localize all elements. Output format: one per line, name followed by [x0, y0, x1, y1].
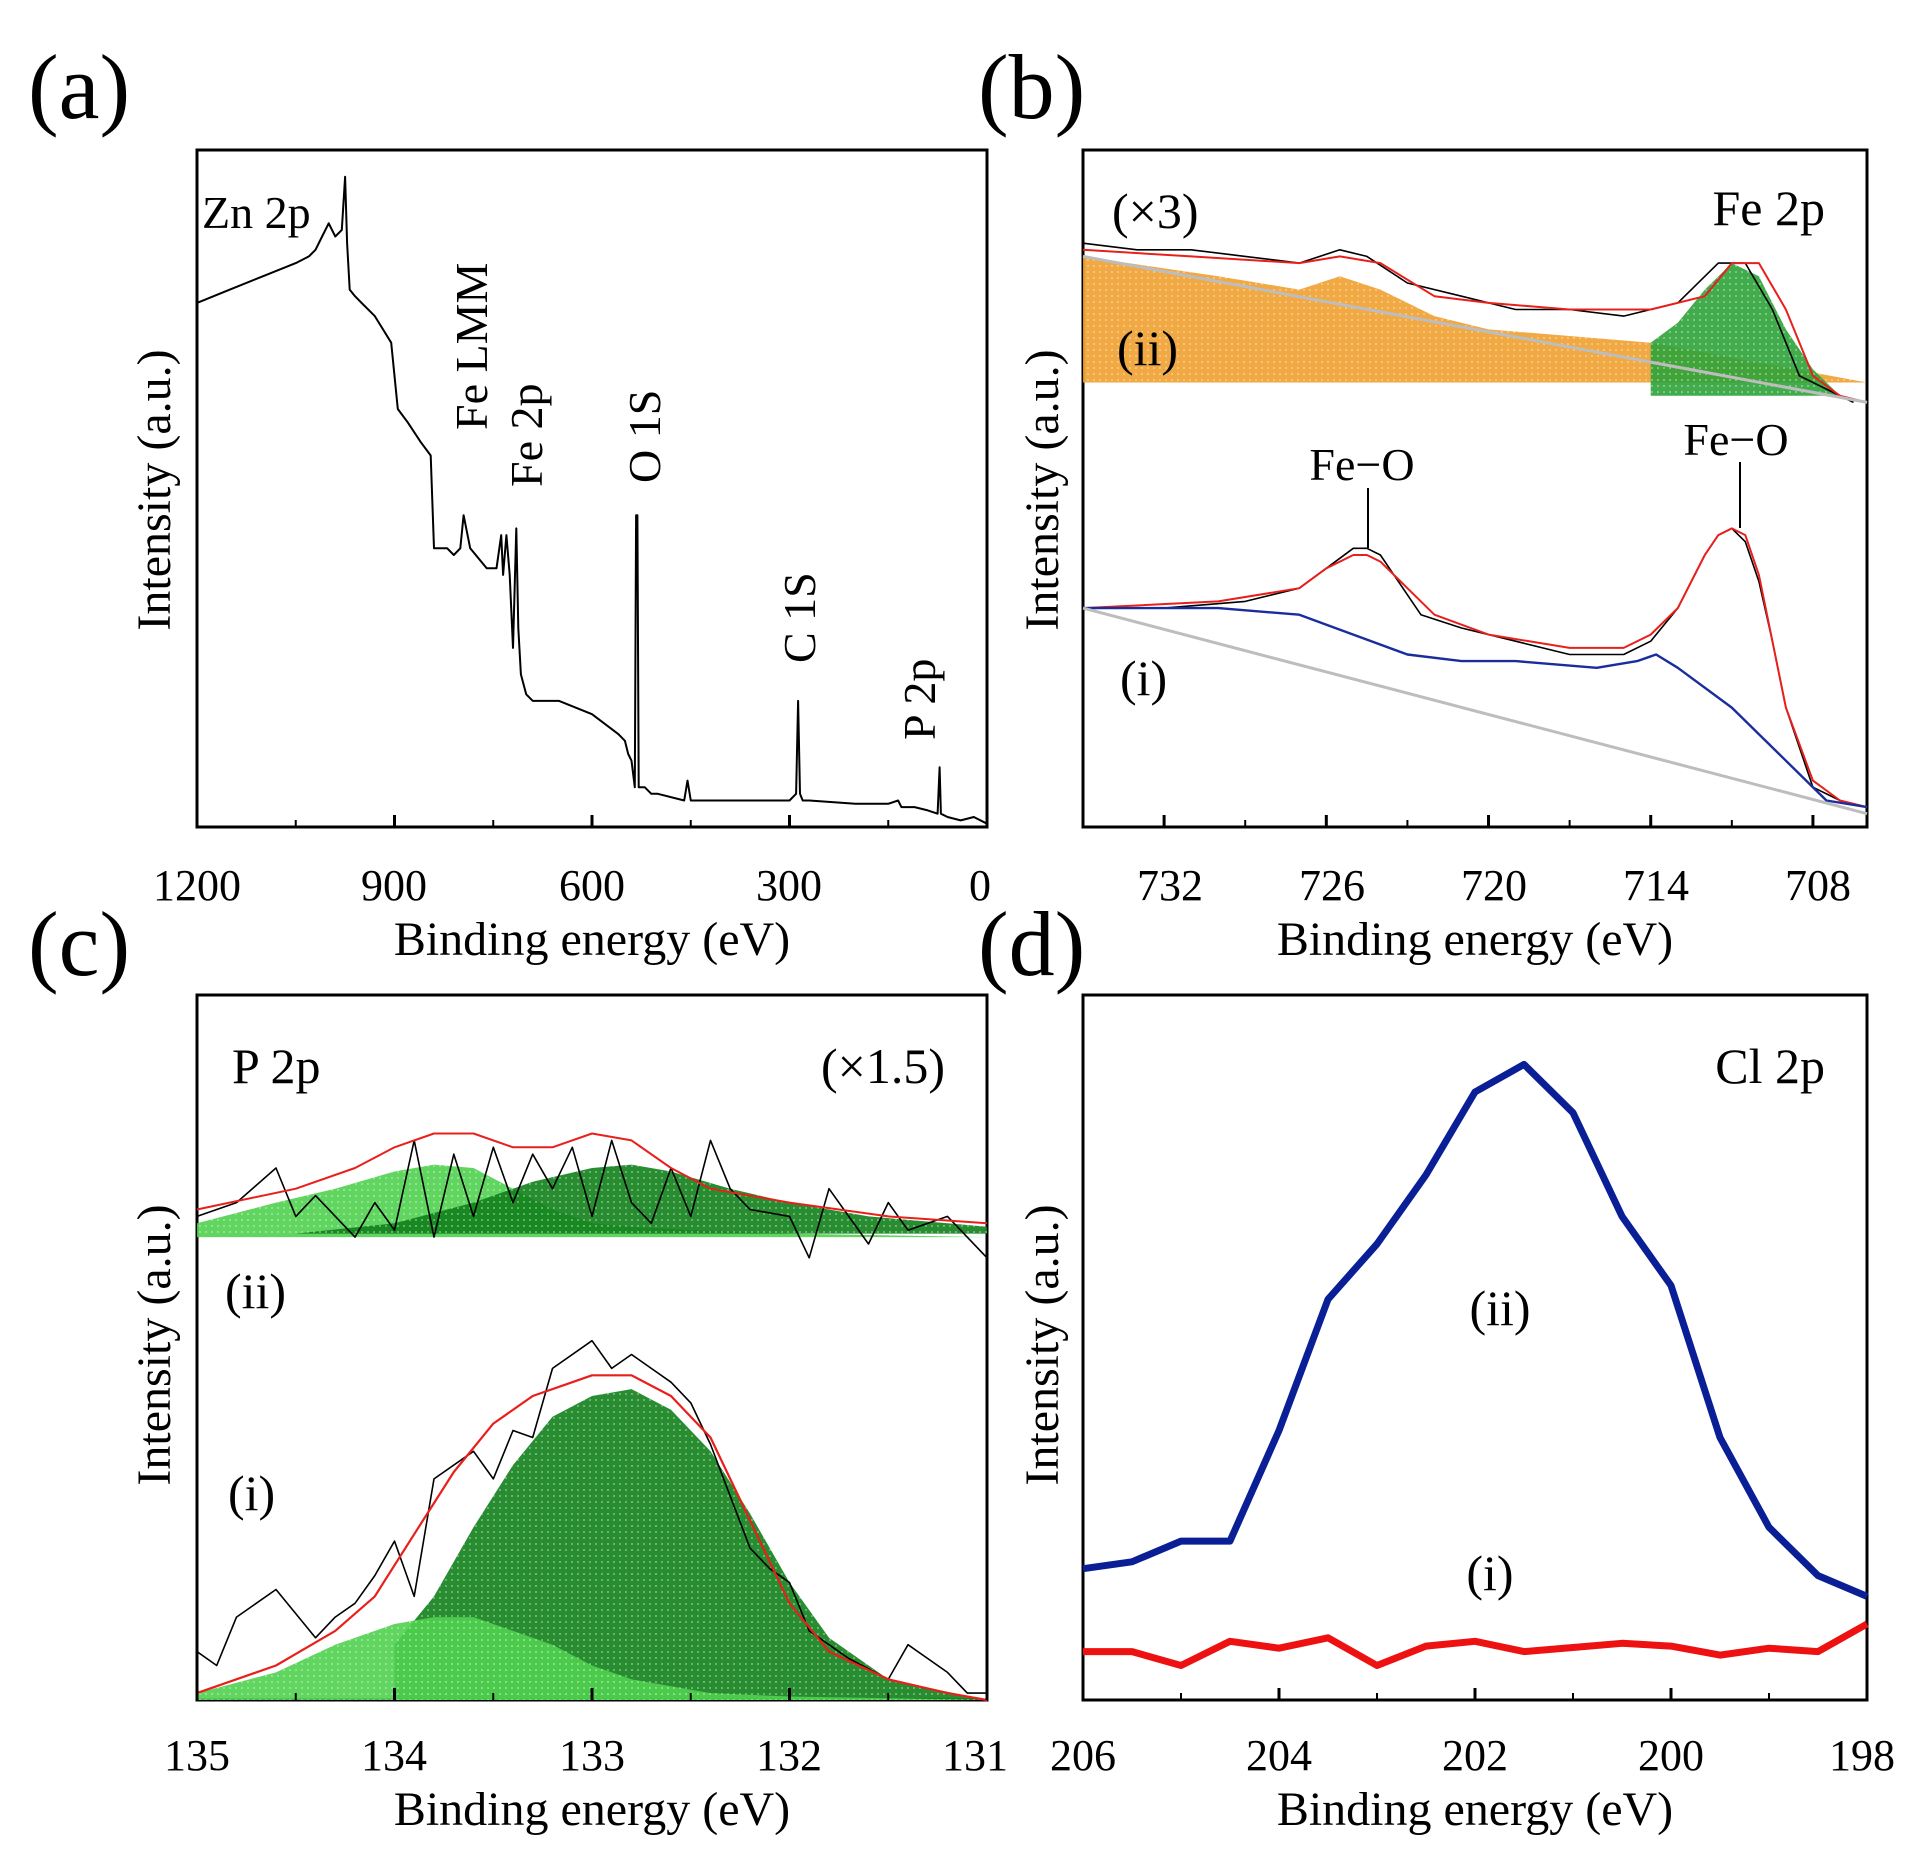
panel-c-x-ticks	[195, 1688, 989, 1700]
panel-a-label-fe2p: Fe 2p	[501, 384, 552, 488]
panel-c-xlabel: Binding energy (eV)	[394, 1783, 790, 1836]
panel-c-xtick-135: 135	[164, 1731, 230, 1780]
panel-c-label-x15: (×1.5)	[821, 1038, 945, 1094]
panel-a-plot-area	[196, 175, 988, 825]
panel-a-xtick-600: 600	[559, 861, 625, 910]
panel-d-xtick-202: 202	[1442, 1731, 1508, 1780]
panel-a-label: (a)	[28, 36, 130, 138]
panel-a-ylabel: Intensity (a.u.)	[128, 349, 181, 630]
panel-b-xtick-726: 726	[1299, 861, 1365, 910]
panel-d-xtick-204: 204	[1246, 1731, 1312, 1780]
panel-b-ylabel: Intensity (a.u.)	[1016, 349, 1069, 630]
panel-b: (b) 732 726 720 714 708 Binding energy (…	[978, 36, 1869, 966]
panel-b-label-feo-right: Fe−O	[1683, 414, 1788, 465]
panel-a-frame	[195, 148, 989, 829]
series-line-2-4	[196, 1339, 987, 1694]
panel-c-xtick-133: 133	[559, 1731, 625, 1780]
panel-b-xtick-720: 720	[1461, 861, 1527, 910]
series-line-2-1	[196, 1132, 988, 1225]
series-line-1-0	[1082, 242, 1854, 404]
series-area-texture-2-3	[295, 1164, 987, 1234]
panel-c-label: (c)	[28, 893, 130, 995]
panel-d-plot-area	[1082, 1060, 1869, 1669]
panel-b-plot-area	[1082, 242, 1868, 816]
panel-c-xtick-134: 134	[361, 1731, 427, 1780]
panel-a-xlabel: Binding energy (eV)	[394, 913, 790, 966]
series-area-texture-2-2	[197, 1164, 987, 1238]
series-area-texture-2-7	[197, 1617, 987, 1700]
panel-a-label-zn2p: Zn 2p	[202, 187, 311, 238]
series-line-1-5	[1083, 527, 1868, 808]
series-area-texture-1-3	[1650, 263, 1840, 396]
panel-c-plot-area	[196, 1132, 988, 1702]
panel-d-label-ii: (ii)	[1469, 1280, 1530, 1336]
panel-d-label-cl2p: Cl 2p	[1715, 1038, 1825, 1094]
panel-b-xlabel: Binding energy (eV)	[1277, 913, 1673, 966]
panel-b-label: (b)	[978, 36, 1085, 138]
panel-a-label-o1s: O 1S	[619, 390, 670, 483]
panel-d-xtick-206: 206	[1050, 1731, 1116, 1780]
series-line-1-7	[1083, 606, 1868, 809]
series-line-3-1	[1083, 1620, 1869, 1669]
panel-d-ylabel: Intensity (a.u.)	[1016, 1204, 1069, 1485]
panel-c-label-p2p: P 2p	[232, 1038, 320, 1094]
panel-b-label-ii: (ii)	[1117, 320, 1178, 376]
series-line-2-5	[196, 1374, 988, 1702]
panel-b-label-fe2p: Fe 2p	[1713, 180, 1826, 236]
panel-b-label-i: (i)	[1120, 650, 1167, 706]
panel-a-xtick-900: 900	[361, 861, 427, 910]
panel-a-xtick-1200: 1200	[153, 861, 241, 910]
panel-c-xtick-132: 132	[756, 1731, 822, 1780]
panel-a-xtick-0: 0	[969, 861, 991, 910]
panel-a-label-felmm: Fe LMM	[446, 263, 497, 430]
series-line-1-6	[1082, 527, 1868, 809]
series-line-1-8	[1082, 606, 1868, 816]
panel-b-label-x3: (×3)	[1112, 183, 1199, 239]
panel-b-x-ticks	[1162, 815, 1815, 827]
panel-c: (c) 135 134 133 132 131 Binding energy (…	[28, 893, 1008, 1836]
panel-a-xtick-300: 300	[756, 861, 822, 910]
series-area-texture-2-6	[394, 1389, 987, 1700]
series-line-0-0	[196, 175, 988, 825]
panel-b-xtick-708: 708	[1785, 861, 1851, 910]
panel-d-xlabel: Binding energy (eV)	[1277, 1783, 1673, 1836]
panel-d-label: (d)	[978, 893, 1085, 995]
panel-d-xtick-198: 198	[1829, 1731, 1895, 1780]
panel-b-xtick-732: 732	[1137, 861, 1203, 910]
series-line-3-0	[1082, 1060, 1869, 1600]
panel-c-label-i: (i)	[228, 1465, 275, 1521]
series-line-1-4	[1082, 254, 1868, 404]
panel-d-label-i: (i)	[1466, 1545, 1513, 1601]
panel-d: (d) 206 204 202 200 198 Binding energy (…	[978, 893, 1895, 1836]
panel-c-xtick-131: 131	[942, 1731, 1008, 1780]
panel-b-xtick-714: 714	[1623, 861, 1689, 910]
panel-c-ylabel: Intensity (a.u.)	[128, 1204, 181, 1485]
panel-a-label-p2p: P 2p	[894, 659, 945, 740]
panel-b-label-feo-left: Fe−O	[1309, 439, 1414, 490]
series-line-2-0	[196, 1139, 988, 1259]
panel-a-label-c1s: C 1S	[774, 572, 825, 663]
panel-d-xtick-200: 200	[1638, 1731, 1704, 1780]
panel-b-frame	[1081, 148, 1869, 829]
panel-a: (a) 1200 900 600 300 0 Binding energy (e…	[28, 36, 991, 966]
series-line-1-1	[1082, 248, 1868, 404]
panel-c-label-ii: (ii)	[225, 1263, 286, 1319]
panel-d-x-ticks	[1081, 1688, 1869, 1700]
panel-a-x-ticks	[195, 815, 989, 827]
